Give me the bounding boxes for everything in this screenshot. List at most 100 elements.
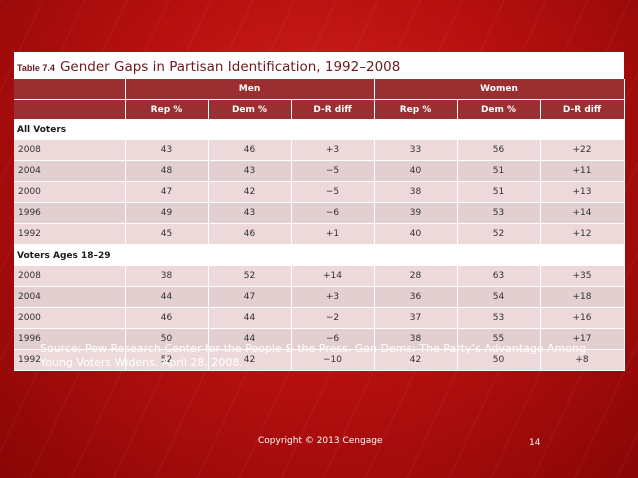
table-cell: +13 bbox=[540, 181, 625, 203]
table-cell: −5 bbox=[291, 160, 375, 182]
table-number: Table 7.4 bbox=[17, 63, 55, 73]
column-header: Dem % bbox=[457, 99, 541, 119]
table-cell: +8 bbox=[540, 349, 625, 371]
table-title: Table 7.4 Gender Gaps in Partisan Identi… bbox=[14, 52, 624, 79]
column-header: Rep % bbox=[374, 99, 458, 119]
table-cell: 1992 bbox=[14, 223, 126, 245]
table-cell: 48 bbox=[125, 160, 209, 182]
source-citation: Source: Pew Research Center for the Peop… bbox=[40, 342, 587, 369]
table-cell: 44 bbox=[208, 328, 292, 350]
table-cell: 40 bbox=[374, 223, 458, 245]
table-cell: 38 bbox=[374, 328, 458, 350]
table-row: 2004 48 43 −5 40 51 +11 bbox=[14, 160, 625, 182]
table-cell: 51 bbox=[457, 160, 541, 182]
table-cell: 55 bbox=[457, 328, 541, 350]
table-row: 2000 46 44 −2 37 53 +16 bbox=[14, 307, 625, 329]
table-cell: 33 bbox=[374, 140, 458, 161]
table-cell: 54 bbox=[457, 286, 541, 308]
table-cell: 1996 bbox=[14, 202, 126, 224]
table-cell: +12 bbox=[540, 223, 625, 245]
table-row: 1992 52 42 −10 42 50 +8 bbox=[14, 349, 625, 371]
table-cell: 53 bbox=[457, 307, 541, 329]
table-cell: 42 bbox=[208, 181, 292, 203]
table-cell: −6 bbox=[291, 328, 375, 350]
table-row: 2000 47 42 −5 38 51 +13 bbox=[14, 181, 625, 203]
header-blank bbox=[14, 79, 126, 100]
table-row: 1996 49 43 −6 39 53 +14 bbox=[14, 202, 625, 224]
table-cell: 1996 bbox=[14, 328, 126, 350]
table-cell: 56 bbox=[457, 140, 541, 161]
gender-gap-table: Men Women Rep % Dem % D-R diff Rep % Dem… bbox=[14, 79, 625, 371]
section-label: All Voters bbox=[14, 119, 625, 140]
section-header: Voters Ages 18–29 bbox=[14, 244, 625, 266]
table-cell: +14 bbox=[291, 266, 375, 287]
table-cell: +11 bbox=[540, 160, 625, 182]
page-number: 14 bbox=[529, 438, 541, 448]
table-cell: 44 bbox=[125, 286, 209, 308]
group-header-men: Men bbox=[125, 79, 375, 100]
table-cell: 43 bbox=[208, 160, 292, 182]
table-cell: 39 bbox=[374, 202, 458, 224]
table-cell: +22 bbox=[540, 140, 625, 161]
table-cell: −10 bbox=[291, 349, 375, 371]
table-cell: 63 bbox=[457, 266, 541, 287]
table-cell: 2004 bbox=[14, 160, 126, 182]
table-cell: +1 bbox=[291, 223, 375, 245]
table-cell: −6 bbox=[291, 202, 375, 224]
table-cell: 43 bbox=[208, 202, 292, 224]
table-title-text: Gender Gaps in Partisan Identification, … bbox=[59, 59, 401, 75]
table-cell: 52 bbox=[125, 349, 209, 371]
column-header-row: Rep % Dem % D-R diff Rep % Dem % D-R dif… bbox=[14, 99, 625, 119]
table-cell: 2000 bbox=[14, 181, 126, 203]
table-cell: 37 bbox=[374, 307, 458, 329]
table-cell: 2008 bbox=[14, 140, 126, 161]
section-label: Voters Ages 18–29 bbox=[14, 244, 625, 266]
table-cell: 44 bbox=[208, 307, 292, 329]
column-header: Rep % bbox=[125, 99, 209, 119]
table-cell: −5 bbox=[291, 181, 375, 203]
table-cell: 50 bbox=[457, 349, 541, 371]
table-cell: 2004 bbox=[14, 286, 126, 308]
column-header: Dem % bbox=[208, 99, 292, 119]
table-cell: 49 bbox=[125, 202, 209, 224]
group-header-women: Women bbox=[374, 79, 625, 100]
table-row: 1992 45 46 +1 40 52 +12 bbox=[14, 223, 625, 245]
table-cell: +3 bbox=[291, 286, 375, 308]
table-cell: 53 bbox=[457, 202, 541, 224]
table-cell: 1992 bbox=[14, 349, 126, 371]
table-cell: +14 bbox=[540, 202, 625, 224]
section-header: All Voters bbox=[14, 119, 625, 140]
table-cell: 43 bbox=[125, 140, 209, 161]
table-cell: 28 bbox=[374, 266, 458, 287]
table-cell: 46 bbox=[208, 223, 292, 245]
table-cell: +35 bbox=[540, 266, 625, 287]
copyright-notice: Copyright © 2013 Cengage bbox=[258, 436, 383, 446]
table-cell: 38 bbox=[125, 266, 209, 287]
header-blank bbox=[14, 99, 126, 119]
table-cell: 36 bbox=[374, 286, 458, 308]
table-cell: 46 bbox=[208, 140, 292, 161]
table-cell: 47 bbox=[125, 181, 209, 203]
column-header: D-R diff bbox=[540, 99, 625, 119]
table-cell: 45 bbox=[125, 223, 209, 245]
table-row: 2008 38 52 +14 28 63 +35 bbox=[14, 266, 625, 287]
table-cell: 40 bbox=[374, 160, 458, 182]
table-cell: 2008 bbox=[14, 266, 126, 287]
table-cell: 42 bbox=[374, 349, 458, 371]
section-all-voters: All Voters 2008 43 46 +3 33 56 +22 2004 … bbox=[14, 119, 625, 245]
table-cell: 47 bbox=[208, 286, 292, 308]
table-row: 2008 43 46 +3 33 56 +22 bbox=[14, 140, 625, 161]
table-cell: 51 bbox=[457, 181, 541, 203]
table-cell: 52 bbox=[208, 266, 292, 287]
data-table-panel: Table 7.4 Gender Gaps in Partisan Identi… bbox=[14, 52, 625, 371]
table-cell: +18 bbox=[540, 286, 625, 308]
table-cell: −2 bbox=[291, 307, 375, 329]
section-voters-18-29: Voters Ages 18–29 2008 38 52 +14 28 63 +… bbox=[14, 244, 625, 371]
table-cell: +16 bbox=[540, 307, 625, 329]
table-row: 2004 44 47 +3 36 54 +18 bbox=[14, 286, 625, 308]
table-row: 1996 50 44 −6 38 55 +17 bbox=[14, 328, 625, 350]
table-cell: 2000 bbox=[14, 307, 126, 329]
table-cell: 38 bbox=[374, 181, 458, 203]
column-header: D-R diff bbox=[291, 99, 375, 119]
table-cell: 46 bbox=[125, 307, 209, 329]
